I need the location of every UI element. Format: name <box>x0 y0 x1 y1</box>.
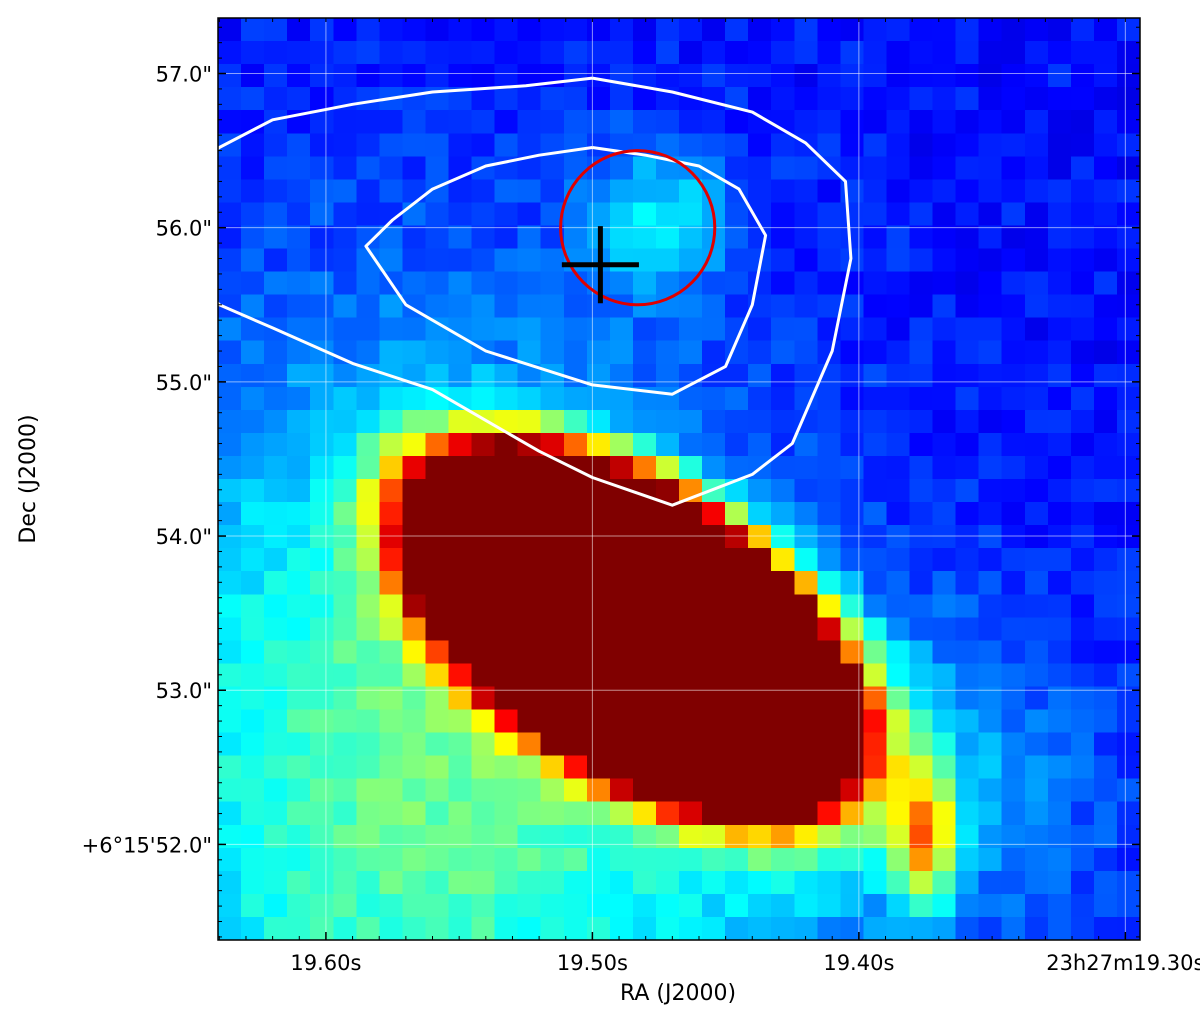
x-tick-label: 19.50s <box>557 951 628 975</box>
y-tick-label: 54.0" <box>156 525 212 549</box>
y-tick-label: 55.0" <box>156 371 212 395</box>
x-axis-label: RA (J2000) <box>620 981 736 1006</box>
y-tick-label: 56.0" <box>156 217 212 241</box>
y-axis-label: Dec (J2000) <box>16 414 41 543</box>
y-tick-label: 53.0" <box>156 679 212 703</box>
y-tick-label: +6°15'52.0" <box>82 833 212 857</box>
x-tick-label: 19.40s <box>823 951 894 975</box>
heatmap-image <box>218 18 1140 940</box>
y-tick-label: 57.0" <box>156 63 212 87</box>
contour-outer <box>218 76 853 507</box>
contour-inner <box>364 146 768 396</box>
x-tick-labels: 19.60s 19.50s 19.40s 23h27m19.30s <box>290 951 1200 975</box>
overlay-layer <box>218 76 853 507</box>
plot-frame <box>217 17 1141 941</box>
y-tick-labels: 57.0" 56.0" 55.0" 54.0" 53.0" +6°15'52.0" <box>82 63 212 858</box>
x-tick-label: 19.60s <box>290 951 361 975</box>
axis-ticks <box>218 18 1140 940</box>
x-tick-label: 23h27m19.30s <box>1046 951 1200 975</box>
beam-circle <box>559 149 717 307</box>
